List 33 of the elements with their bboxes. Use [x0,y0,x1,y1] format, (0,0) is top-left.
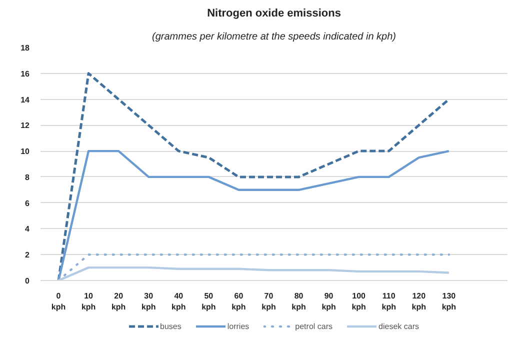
line-series [57,150,450,280]
x-tick-label: 130 kph [442,292,456,312]
x-tick-label: 90 kph [322,292,336,312]
x-tick-label: 20 kph [111,292,126,312]
x-tick-label: 100 kph [352,292,366,312]
y-tick-label: 8 [25,172,30,182]
x-tick-label: 10 kph [81,292,96,312]
x-tick-label: 30 kph [142,292,156,312]
x-tick-label: 80 kph [292,292,306,312]
legend-label: petrol cars [295,322,333,330]
y-tick-label: 2 [25,250,30,260]
legend-label: lorries [227,322,250,330]
y-tick-label: 16 [20,69,30,78]
line-series [57,72,450,280]
y-tick-label: 14 [20,95,30,104]
y-tick-label: 10 [20,147,30,156]
y-tick-label: 18 [20,44,30,52]
x-tick-label: 50 kph [202,292,216,312]
x-tick-label: 40 kph [172,292,186,312]
line-series [57,266,450,280]
legend-label: buses [160,322,182,330]
x-tick-label: 60 kph [232,292,246,312]
x-tick-label: 70 kph [262,292,276,312]
y-tick-label: 0 [25,276,30,286]
y-tick-label: 4 [25,224,30,234]
chart-subtitle: (grammes per kilometre at the speeds indicated in kph) [152,32,396,42]
y-tick-label: 12 [20,121,30,130]
x-tick-label: 120 kph [412,292,426,312]
legend-label: diesek cars [378,322,419,330]
x-tick-label: 0 kph [51,292,66,312]
y-tick-label: 6 [25,198,30,208]
chart-title: Nitrogen oxide emissions [207,8,341,20]
x-tick-label: 110 kph [382,292,396,312]
